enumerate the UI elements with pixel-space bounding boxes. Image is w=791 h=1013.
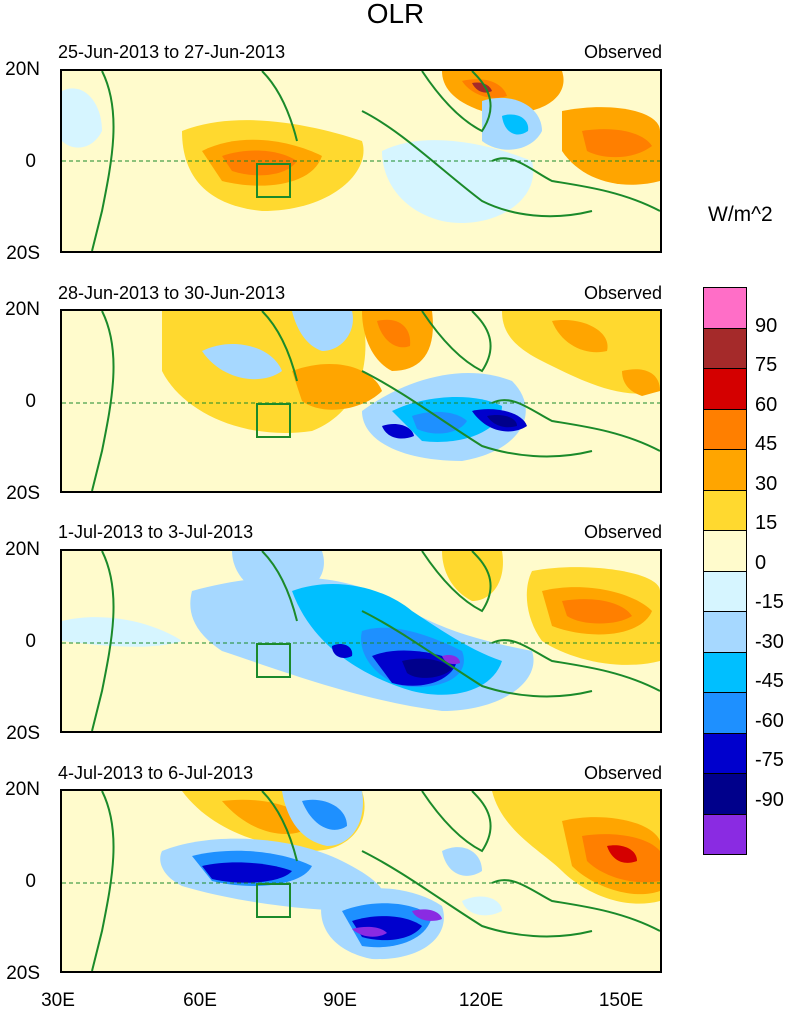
panel-4-lat-north: 20N	[5, 779, 40, 800]
lon-label-60e: 60E	[183, 990, 217, 1011]
panel-2-label: Observed	[583, 283, 662, 303]
panel-1-lat-south: 20S	[6, 243, 40, 264]
panel-4-lat-equator: 0	[25, 871, 36, 892]
colorbar-box	[703, 328, 747, 369]
lon-label-90e: 90E	[323, 990, 357, 1011]
lon-label-30e: 30E	[41, 990, 75, 1011]
colorbar-label: 0	[755, 551, 767, 574]
colorbar-box	[703, 450, 747, 491]
colorbar-label: 30	[755, 472, 778, 495]
colorbar-box	[703, 287, 747, 329]
panel-4-map	[60, 789, 662, 973]
panel-3-period: 1-Jul-2013 to 3-Jul-2013	[58, 522, 254, 542]
panel-1-period: 25-Jun-2013 to 27-Jun-2013	[58, 42, 286, 62]
colorbar-label: 60	[755, 393, 778, 416]
panel-4-lat-south: 20S	[6, 963, 40, 984]
panel-2-map	[60, 309, 662, 493]
colorbar-box	[703, 774, 747, 815]
panel-4-label: Observed	[583, 763, 662, 783]
colorbar-label: -30	[755, 630, 784, 653]
colorbar-label: -90	[755, 788, 784, 811]
panel-3-lat-equator: 0	[25, 631, 36, 652]
colorbar-label: 15	[755, 512, 778, 534]
colorbar-box	[703, 814, 747, 855]
colorbar-label: -60	[755, 709, 784, 732]
colorbar-label: 75	[755, 354, 778, 376]
colorbar-box	[703, 733, 747, 774]
colorbar-box	[703, 652, 747, 693]
panel-3-map	[60, 549, 662, 733]
colorbar-box	[703, 490, 747, 531]
panel-3-lat-south: 20S	[6, 723, 40, 744]
figure-title: OLR	[366, 0, 425, 29]
colorbar-box	[703, 693, 747, 734]
colorbar-label: -45	[755, 670, 784, 692]
panel-2-lat-north: 20N	[5, 299, 40, 320]
colorbar-box	[703, 369, 747, 410]
colorbar-label: -75	[755, 749, 784, 771]
panel-2-period: 28-Jun-2013 to 30-Jun-2013	[58, 283, 286, 303]
colorbar-box	[703, 612, 747, 653]
panel-4-period: 4-Jul-2013 to 6-Jul-2013	[58, 763, 254, 783]
lon-label-150e: 150E	[598, 990, 644, 1011]
panel-1-lat-north: 20N	[5, 59, 40, 80]
panel-1-label: Observed	[583, 42, 662, 62]
colorbar-box	[703, 531, 747, 572]
colorbar-box	[703, 409, 747, 450]
colorbar-box	[703, 571, 747, 612]
colorbar	[703, 287, 747, 855]
colorbar-label: 45	[755, 433, 778, 455]
colorbar-label: -15	[755, 591, 784, 613]
panel-1-lat-equator: 0	[25, 151, 36, 172]
panel-1-map	[60, 69, 662, 253]
lon-label-120e: 120E	[458, 990, 504, 1011]
panel-2-lat-south: 20S	[6, 483, 40, 504]
panel-3-label: Observed	[583, 522, 662, 542]
panel-3-lat-north: 20N	[5, 539, 40, 560]
colorbar-units: W/m^2	[708, 203, 773, 226]
colorbar-label: 90	[755, 314, 778, 337]
panel-2-lat-equator: 0	[25, 391, 36, 412]
